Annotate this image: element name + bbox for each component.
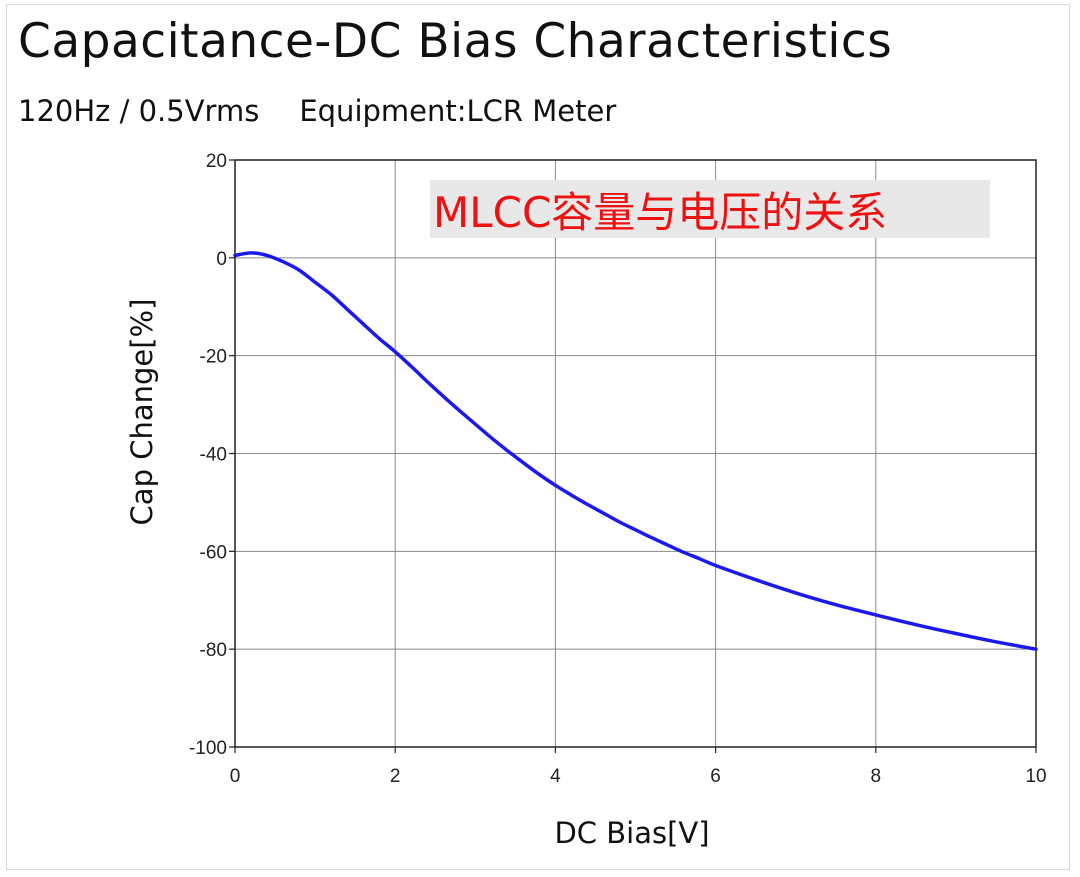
x-tick-label-4: 8	[871, 766, 882, 787]
annotation-text: MLCC容量与电压的关系	[433, 188, 887, 237]
y-tick-label-5: -80	[200, 640, 227, 661]
y-tick-label-1: 0	[216, 249, 227, 270]
y-tick-label-3: -40	[200, 445, 227, 466]
x-tick-label-3: 6	[710, 766, 721, 787]
chart-title: Capacitance-DC Bias Characteristics	[18, 14, 893, 69]
y-tick-label-6: -100	[189, 738, 227, 759]
series-line-0	[233, 251, 1038, 651]
x-tick-label-2: 4	[550, 766, 561, 787]
x-tick-label-1: 2	[390, 766, 401, 787]
annotation-background	[430, 180, 990, 238]
chart-frame	[6, 4, 1070, 870]
x-tick-label-0: 0	[230, 766, 241, 787]
y-axis-ticks: 20 0 -20 -40 -60 -80 -100	[189, 151, 235, 759]
equipment-label: Equipment:LCR Meter	[299, 94, 617, 128]
y-tick-label-4: -60	[200, 542, 227, 563]
y-tick-label-0: 20	[206, 151, 227, 172]
x-axis-ticks: 0 2 4 6 8 10	[230, 747, 1047, 787]
grid-lines	[234, 159, 1037, 748]
chart-subtitle: 120Hz / 0.5Vrms Equipment:LCR Meter	[18, 94, 616, 128]
x-tick-label-5: 10	[1025, 766, 1046, 787]
x-axis-label: DC Bias[V]	[554, 816, 709, 850]
y-tick-label-2: -20	[200, 347, 227, 368]
series-group	[233, 251, 1038, 651]
y-axis-label: Cap Change[%]	[125, 299, 159, 526]
test-conditions: 120Hz / 0.5Vrms	[18, 94, 260, 128]
